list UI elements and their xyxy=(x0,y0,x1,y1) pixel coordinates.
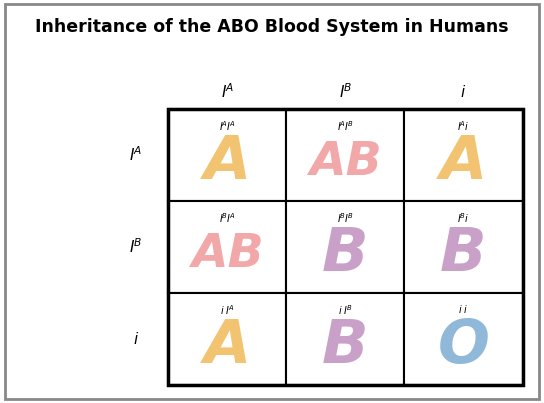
Text: A: A xyxy=(203,316,251,376)
Text: B: B xyxy=(322,224,369,284)
Text: Inheritance of the ABO Blood System in Humans: Inheritance of the ABO Blood System in H… xyxy=(35,18,509,36)
Bar xyxy=(404,201,523,293)
Bar xyxy=(286,293,404,384)
Text: $\it{I}$$^{\it{B}}$$\it{I}$$^{\it{A}}$: $\it{I}$$^{\it{B}}$$\it{I}$$^{\it{A}}$ xyxy=(219,211,236,225)
Text: B: B xyxy=(440,224,487,284)
Text: $\it{I}$$^{\it{A}}$$\it{i}$: $\it{I}$$^{\it{A}}$$\it{i}$ xyxy=(457,119,470,133)
Text: $\it{i}$: $\it{i}$ xyxy=(133,330,139,347)
Text: $\it{I}$$^{\it{B}}$$\it{I}$$^{\it{B}}$: $\it{I}$$^{\it{B}}$$\it{I}$$^{\it{B}}$ xyxy=(337,211,354,225)
Text: A: A xyxy=(203,133,251,192)
Text: AB: AB xyxy=(191,232,263,276)
Text: AB: AB xyxy=(309,140,382,185)
Text: $\it{i}$ $\it{I}$$^{\it{A}}$: $\it{i}$ $\it{I}$$^{\it{A}}$ xyxy=(220,303,234,317)
Text: $\it{I}$$^{\it{A}}$$\it{I}$$^{\it{B}}$: $\it{I}$$^{\it{A}}$$\it{I}$$^{\it{B}}$ xyxy=(337,119,354,133)
Text: $\it{I}$$^{\it{B}}$: $\it{I}$$^{\it{B}}$ xyxy=(339,82,352,101)
Text: $\it{I}$$^{\it{A}}$: $\it{I}$$^{\it{A}}$ xyxy=(129,145,143,164)
Text: B: B xyxy=(322,316,369,376)
Text: $\it{i}$ $\it{I}$$^{\it{B}}$: $\it{i}$ $\it{I}$$^{\it{B}}$ xyxy=(338,303,353,317)
Bar xyxy=(286,201,404,293)
Bar xyxy=(168,109,523,384)
Bar xyxy=(286,109,404,201)
Text: $\it{I}$$^{\it{B}}$: $\it{I}$$^{\it{B}}$ xyxy=(129,237,143,256)
Text: $\it{I}$$^{\it{A}}$$\it{I}$$^{\it{A}}$: $\it{I}$$^{\it{A}}$$\it{I}$$^{\it{A}}$ xyxy=(219,119,236,133)
Text: $\it{i}$: $\it{i}$ xyxy=(460,84,467,100)
Text: $\it{I}$$^{\it{A}}$: $\it{I}$$^{\it{A}}$ xyxy=(220,82,234,101)
Text: O: O xyxy=(437,316,490,376)
Bar xyxy=(404,293,523,384)
Bar xyxy=(404,109,523,201)
Bar xyxy=(168,201,286,293)
Text: $\it{I}$$^{\it{B}}$$\it{i}$: $\it{I}$$^{\it{B}}$$\it{i}$ xyxy=(457,211,470,225)
Bar xyxy=(168,109,286,201)
Text: $\it{i}$ $\it{i}$: $\it{i}$ $\it{i}$ xyxy=(458,303,469,315)
Bar xyxy=(168,293,286,384)
Text: A: A xyxy=(440,133,487,192)
